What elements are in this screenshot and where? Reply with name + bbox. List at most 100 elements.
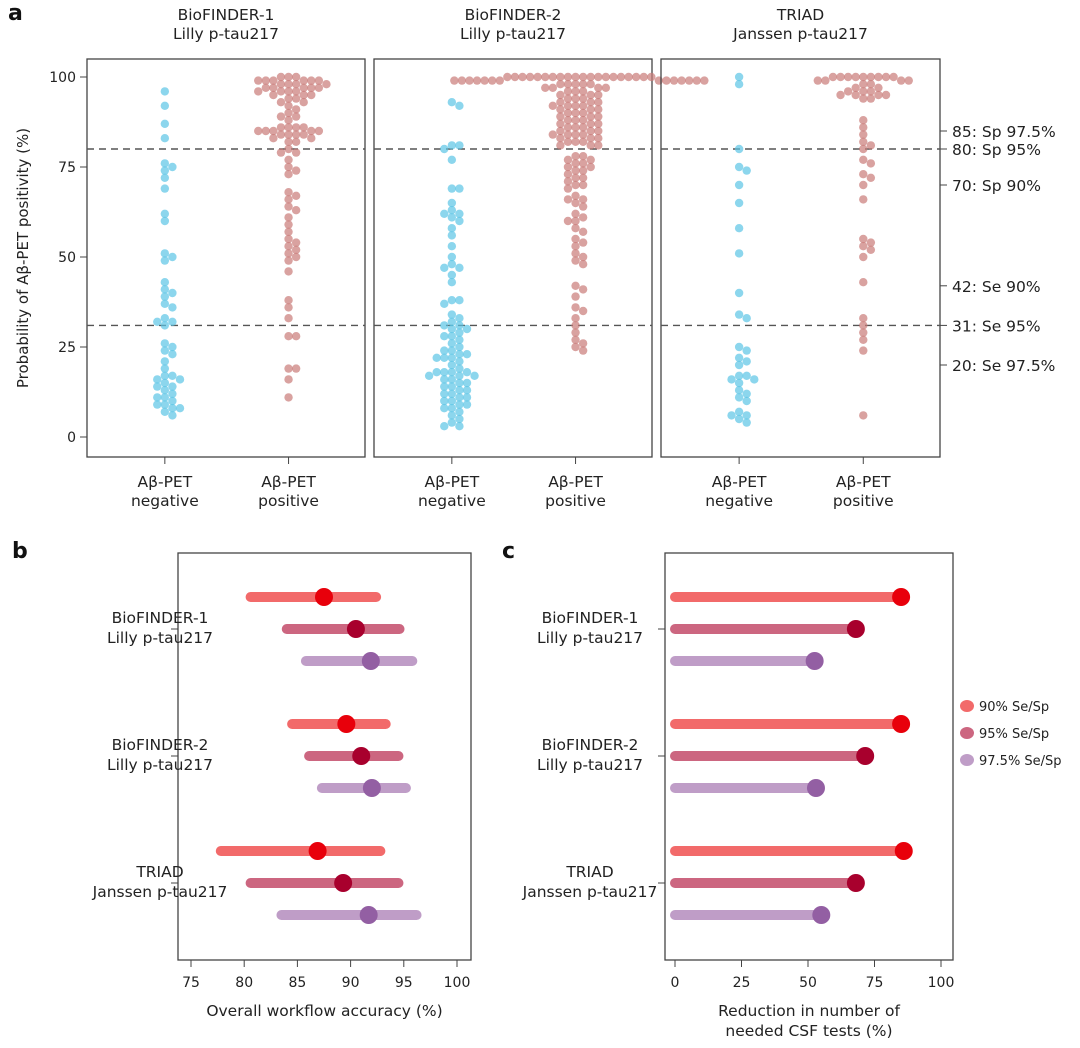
facet-title-line2: Lilly p-tau217: [460, 25, 566, 43]
threshold-annotation: 85: Sp 97.5%: [952, 123, 1056, 141]
data-point-positive: [586, 134, 595, 143]
x-axis-label-line2: needed CSF tests (%): [725, 1022, 892, 1040]
data-point-negative: [742, 418, 751, 427]
data-point-negative: [455, 414, 464, 424]
data-point-positive: [291, 112, 301, 121]
data-point-positive: [859, 328, 868, 337]
data-point-negative: [440, 375, 449, 384]
data-point-negative: [455, 296, 464, 305]
data-point-positive: [571, 335, 580, 344]
data-point-positive: [859, 72, 868, 82]
data-point-positive: [571, 108, 580, 118]
data-point-negative: [734, 386, 744, 395]
x-tick-label: 90: [342, 975, 360, 991]
data-point-negative: [742, 346, 751, 355]
data-point-negative: [168, 303, 177, 312]
data-point-positive: [284, 80, 293, 89]
data-point-negative: [160, 321, 170, 330]
data-point-positive: [284, 94, 293, 103]
data-point-negative: [175, 404, 185, 413]
data-point-positive: [269, 90, 278, 100]
data-point-positive: [314, 83, 324, 93]
data-point-positive: [571, 198, 580, 208]
x-tick-label-line2: positive: [545, 492, 606, 510]
data-point-negative: [447, 324, 457, 334]
legend-swatch: [960, 727, 974, 739]
data-point-positive: [836, 72, 845, 82]
legend-label: 90% Se/Sp: [979, 700, 1049, 715]
data-point-negative: [734, 342, 744, 352]
data-point-positive: [563, 184, 573, 193]
data-point-negative: [734, 310, 744, 319]
data-point-positive: [269, 134, 278, 143]
data-point-negative: [168, 371, 177, 380]
estimate-dot: [334, 874, 353, 892]
data-point-negative: [160, 159, 170, 168]
data-point-positive: [578, 180, 588, 190]
data-point-positive: [685, 76, 694, 85]
data-point-positive: [843, 87, 853, 96]
data-point-positive: [556, 141, 565, 150]
data-point-positive: [874, 90, 883, 100]
estimate-dot: [308, 842, 327, 860]
data-point-positive: [594, 90, 603, 100]
data-point-positive: [859, 137, 868, 146]
data-point-negative: [447, 353, 457, 362]
data-point-positive: [284, 249, 293, 258]
data-point-positive: [284, 72, 293, 82]
data-point-negative: [168, 288, 177, 298]
x-tick-label-line2: negative: [131, 492, 199, 510]
data-point-positive: [859, 314, 868, 323]
x-tick-label-line1: Aβ-PET: [261, 473, 316, 491]
data-point-positive: [548, 130, 558, 139]
category-label-line1: BioFINDER-2: [112, 736, 209, 754]
data-point-positive: [563, 87, 573, 96]
data-point-positive: [284, 162, 293, 172]
data-point-positive: [677, 76, 686, 85]
data-point-positive: [548, 101, 558, 111]
data-point-positive: [284, 332, 293, 341]
x-tick-label: 0: [671, 975, 680, 991]
data-point-positive: [299, 130, 308, 139]
y-tick-label: 100: [49, 70, 76, 86]
data-point-positive: [563, 170, 573, 179]
data-point-positive: [624, 72, 633, 82]
x-axis-label: Overall workflow accuracy (%): [206, 1002, 442, 1020]
data-point-positive: [874, 83, 883, 93]
facet-title-line1: TRIAD: [776, 6, 824, 24]
data-point-positive: [594, 105, 603, 114]
data-point-negative: [160, 299, 170, 308]
data-point-positive: [586, 105, 595, 114]
data-point-negative: [462, 350, 472, 359]
data-point-positive: [571, 101, 580, 111]
data-point-positive: [571, 137, 580, 146]
data-point-positive: [578, 306, 588, 316]
data-point-positive: [261, 126, 271, 136]
data-point-positive: [525, 72, 535, 82]
legend-label: 95% Se/Sp: [979, 727, 1049, 742]
data-point-negative: [160, 101, 170, 111]
x-tick-label-line2: negative: [705, 492, 773, 510]
data-point-positive: [571, 281, 580, 290]
data-point-positive: [594, 83, 603, 93]
data-point-positive: [866, 141, 876, 150]
data-point-positive: [594, 98, 603, 107]
data-point-positive: [639, 72, 648, 82]
data-point-positive: [563, 108, 573, 118]
data-point-negative: [160, 249, 170, 258]
data-point-positive: [571, 216, 580, 226]
data-point-negative: [734, 198, 744, 208]
data-point-positive: [472, 76, 482, 85]
facet-title-line2: Janssen p-tau217: [732, 25, 868, 43]
data-point-positive: [859, 144, 868, 154]
data-point-positive: [821, 76, 830, 85]
data-point-positive: [563, 72, 573, 82]
data-point-negative: [455, 314, 464, 323]
data-point-positive: [586, 98, 595, 107]
data-point-negative: [455, 328, 464, 337]
data-point-positive: [563, 80, 573, 89]
data-point-negative: [160, 400, 170, 409]
facet-frame: [660, 58, 941, 458]
data-point-positive: [578, 202, 588, 211]
data-point-negative: [455, 209, 464, 218]
